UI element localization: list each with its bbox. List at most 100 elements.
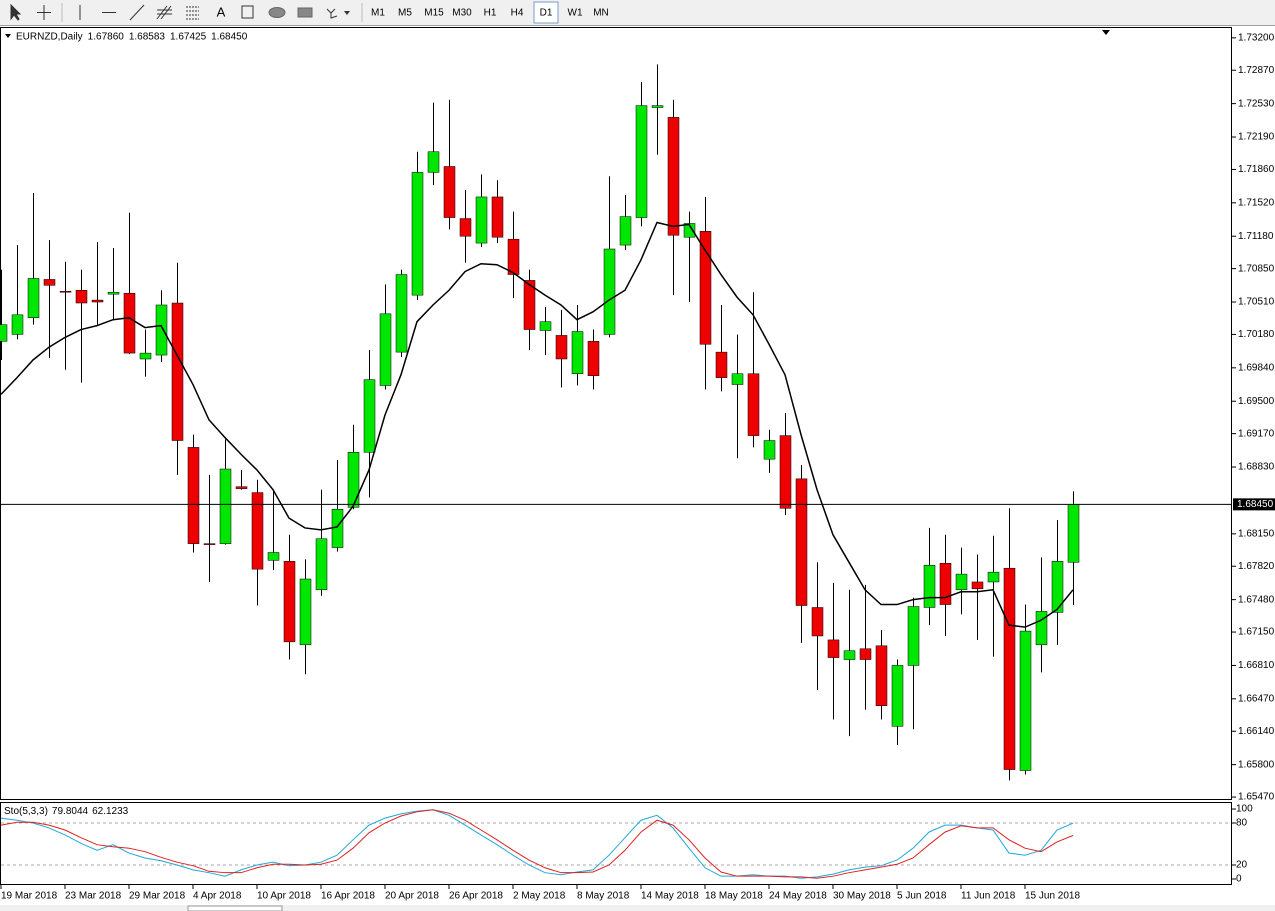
x-tick-label: 16 Apr 2018 [321,891,375,902]
y-tick-label: 1.72190 [1238,132,1275,143]
candle-body [619,216,632,246]
channel-icon[interactable] [156,5,172,20]
candle-body [523,280,536,330]
candle-body [171,302,184,441]
y-tick-label: 1.69840 [1238,362,1275,373]
y-tick-label: 1.70850 [1238,263,1275,274]
y-tick-label: 80 [1236,818,1248,829]
timeframe-button[interactable]: H4 [511,8,524,19]
timeframe-button[interactable]: M30 [452,8,472,19]
candle-body [763,440,776,460]
crosshair-icon[interactable] [37,5,51,20]
timeframe-button[interactable]: H1 [484,8,497,19]
x-tick-label: 24 May 2018 [769,891,827,902]
last-price-box [1233,498,1275,511]
candle-body [683,223,696,238]
header-part: 1.67860 [88,31,125,42]
y-tick-label: 1.71180 [1238,231,1274,242]
x-tick-label: 2 May 2018 [513,891,566,902]
candle-body [1051,561,1064,613]
candle-body [811,607,824,637]
dropdown-icon[interactable] [344,11,350,15]
candle-body [987,571,1000,583]
y-tick-label: 1.67150 [1238,627,1275,638]
rect-icon[interactable] [297,7,313,18]
candle-body [507,238,520,275]
timeframe-button[interactable]: W1 [568,8,583,19]
timeframe-button[interactable]: MN [593,8,609,19]
header-part: 79.8044 [52,806,89,817]
timeframe-button[interactable]: M15 [424,8,444,19]
stochastic-line [0,809,1074,879]
candle-body [971,581,984,590]
candle-body [1067,504,1080,563]
candle-body [651,105,664,108]
y-tick-label: 1.70180 [1238,329,1275,340]
candle-body [315,538,328,591]
moving-average [0,221,1074,628]
x-tick-label: 29 Mar 2018 [129,891,186,902]
y-tick-label: 1.69500 [1238,396,1275,407]
y-tick-label: 1.65800 [1238,759,1275,770]
candle-body [475,196,488,244]
candle-body [91,299,104,303]
candle-body [331,509,344,548]
candle-body [443,166,456,218]
y-tick-label: 1.68150 [1238,528,1275,539]
candle-body [555,335,568,360]
header-part: 62.1233 [92,806,129,817]
chart-tab[interactable] [187,905,283,911]
candle-body [363,379,376,453]
text-tool[interactable]: A [217,4,226,19]
toolbar [0,0,1275,26]
candle-body [427,151,440,173]
y-tick-label: 1.67820 [1238,561,1275,572]
x-tick-label: 15 Jun 2018 [1025,891,1080,902]
candle-body [715,351,728,378]
candle-body [411,172,424,296]
candle-body [1035,611,1048,646]
y-tick-label: 1.72530 [1238,98,1275,109]
header-part: EURNZD,Daily [16,31,83,42]
candle-body [379,313,392,386]
candle-body [731,373,744,385]
y-tick-label: 1.72870 [1238,65,1275,76]
x-tick-label: 23 Mar 2018 [65,891,122,902]
candle-body [875,645,888,706]
arrows-icon[interactable] [326,8,338,19]
timeframe-button[interactable]: D1 [540,8,553,19]
candle-body [843,650,856,660]
candle-body [0,324,8,342]
candle-body [907,606,920,666]
candle-body [699,231,712,345]
candle-body [667,117,680,236]
candle-body [587,341,600,376]
candle-body [11,314,24,335]
candle-body [1003,567,1016,770]
header-part: 1.68450 [211,31,248,42]
fibo-icon[interactable] [186,6,199,20]
candle-body [43,279,56,286]
x-tick-label: 8 May 2018 [577,891,630,902]
candle-body [459,218,472,237]
ellipse-icon[interactable] [268,7,286,18]
trendline-icon[interactable] [129,4,145,21]
header-part: Sto(5,3,3) [4,806,48,817]
candle-body [267,552,280,561]
candle-body [283,561,296,643]
candle-body [795,478,808,606]
timeframe-button[interactable]: M1 [371,8,385,19]
header-part: 1.67425 [170,31,207,42]
x-tick-label: 19 Mar 2018 [1,891,58,902]
cursor-icon[interactable] [10,3,22,21]
indicator-header: Sto(5,3,3) 79.8044 62.1233 [4,806,129,817]
timeframe-button[interactable]: M5 [398,8,412,19]
chart-header: EURNZD,Daily 1.67860 1.68583 1.67425 1.68450 [16,31,248,42]
label-icon[interactable] [241,5,254,19]
toolbar-icons [10,3,363,22]
candle-body [187,447,200,544]
y-tick-label: 100 [1236,804,1253,815]
candle-body [299,578,312,646]
